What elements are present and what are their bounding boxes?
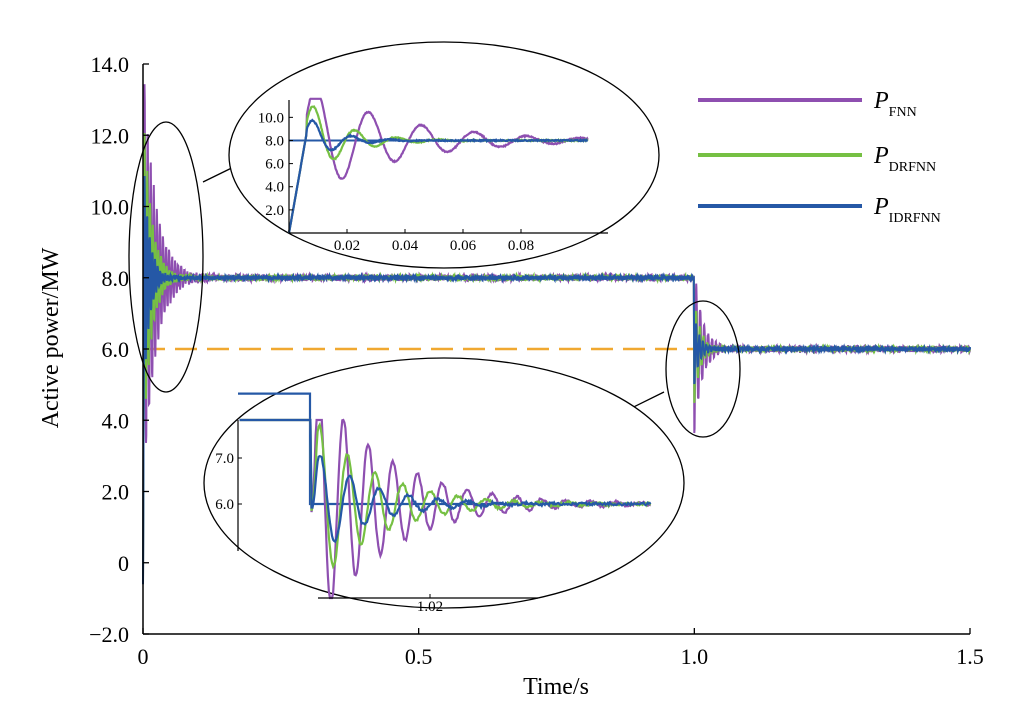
y-tick-label: 2.0 [102,480,130,505]
y-tick-label: 4.0 [102,408,130,433]
inset1-x-tick-label: 0.02 [334,238,360,254]
legend-label-idrfnn-sub: IDRFNN [889,211,941,226]
step-inset: 6.0 7.0 1.02 [203,357,685,615]
inset1-y-tick-label: 6.0 [265,157,284,173]
legend-label-fnn-main: P [873,88,889,114]
y-tick-label: 0 [118,551,129,576]
inset1-x-tick-label: 0.04 [392,238,419,254]
inset1-y-tick-label: 4.0 [265,180,284,196]
startup-inset: 2.0 4.0 6.0 8.0 10.0 0.02 0.04 0.06 0.08 [228,41,660,269]
y-tick-label: −2.0 [89,622,129,647]
inset2-x-tick-label: 1.02 [417,599,443,615]
legend-label-fnn-sub: FNN [889,105,917,120]
startup-inset-plot: 2.0 4.0 6.0 8.0 10.0 0.02 0.04 0.06 0.08 [258,97,608,254]
inset1-y-tick-label: 2.0 [265,203,284,219]
startup-inset-ellipse [228,41,660,269]
x-tick-label: 1.0 [681,644,709,669]
y-tick-label: 8.0 [102,266,130,291]
inset1-y-tick-label: 8.0 [265,133,284,149]
legend-label-idrfnn: PIDRFNN [873,194,941,226]
inset1-y-tick-label: 10.0 [258,110,284,126]
step-inset-ellipse [203,357,685,609]
x-tick-label: 0 [138,644,149,669]
startup-highlight-ellipse [128,121,204,393]
y-tick-label: 6.0 [102,337,130,362]
y-axis-label: Active power/MW [38,247,64,428]
step-highlight-ellipse [665,300,741,438]
legend-label-fnn: PFNN [873,88,917,120]
inset2-y-tick-label: 6.0 [215,497,234,513]
y-tick-label: 14.0 [91,52,130,77]
inset1-x-tick-label: 0.06 [450,238,477,254]
legend-label-drfnn-main: P [873,143,889,169]
main-plot: −2.0 0 2.0 4.0 6.0 8.0 10.0 12.0 14.0 0 0.5 1.0 1.5 [89,52,984,669]
series-idrfnn-line [142,175,971,585]
x-tick-label: 0.5 [405,644,433,669]
legend: PFNN PDRFNN PIDRFNN [698,88,941,226]
inset1-series-idrfnn-line [287,118,589,234]
y-tick-label: 10.0 [91,195,130,220]
y-tick-label: 12.0 [91,123,130,148]
inset2-y-tick-label: 7.0 [215,451,234,467]
legend-label-drfnn-sub: DRFNN [889,160,936,175]
inset1-x-tick-label: 0.08 [508,238,534,254]
x-tick-label: 1.5 [956,644,984,669]
x-axis-label: Time/s [523,674,589,700]
step-inset-plot: 6.0 7.0 1.02 [215,392,652,615]
inset2-series-idrfnn-line [239,418,652,544]
legend-label-idrfnn-main: P [873,194,889,220]
legend-label-drfnn: PDRFNN [873,143,936,175]
